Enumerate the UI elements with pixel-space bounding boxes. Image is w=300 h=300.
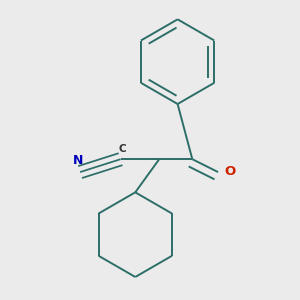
Text: C: C xyxy=(118,144,126,154)
Text: O: O xyxy=(224,165,235,178)
Text: N: N xyxy=(73,154,83,167)
